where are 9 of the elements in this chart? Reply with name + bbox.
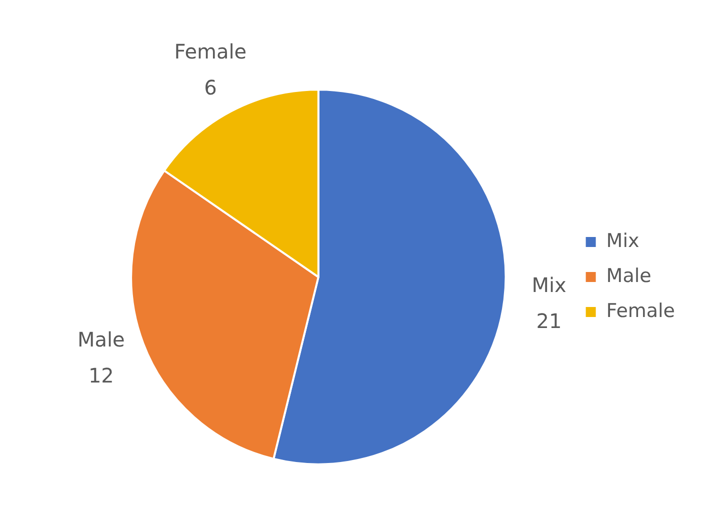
data-label: 12 — [88, 364, 114, 388]
slice-label: Female — [174, 39, 247, 64]
legend-label: Male — [606, 264, 652, 287]
data-label: 6 — [204, 75, 217, 100]
data-label: 21 — [536, 309, 562, 334]
legend-label: Female — [606, 300, 676, 322]
slice-label: Mix — [532, 273, 567, 298]
slice-label: Male — [77, 328, 125, 352]
legend-label: Mix — [606, 230, 640, 252]
